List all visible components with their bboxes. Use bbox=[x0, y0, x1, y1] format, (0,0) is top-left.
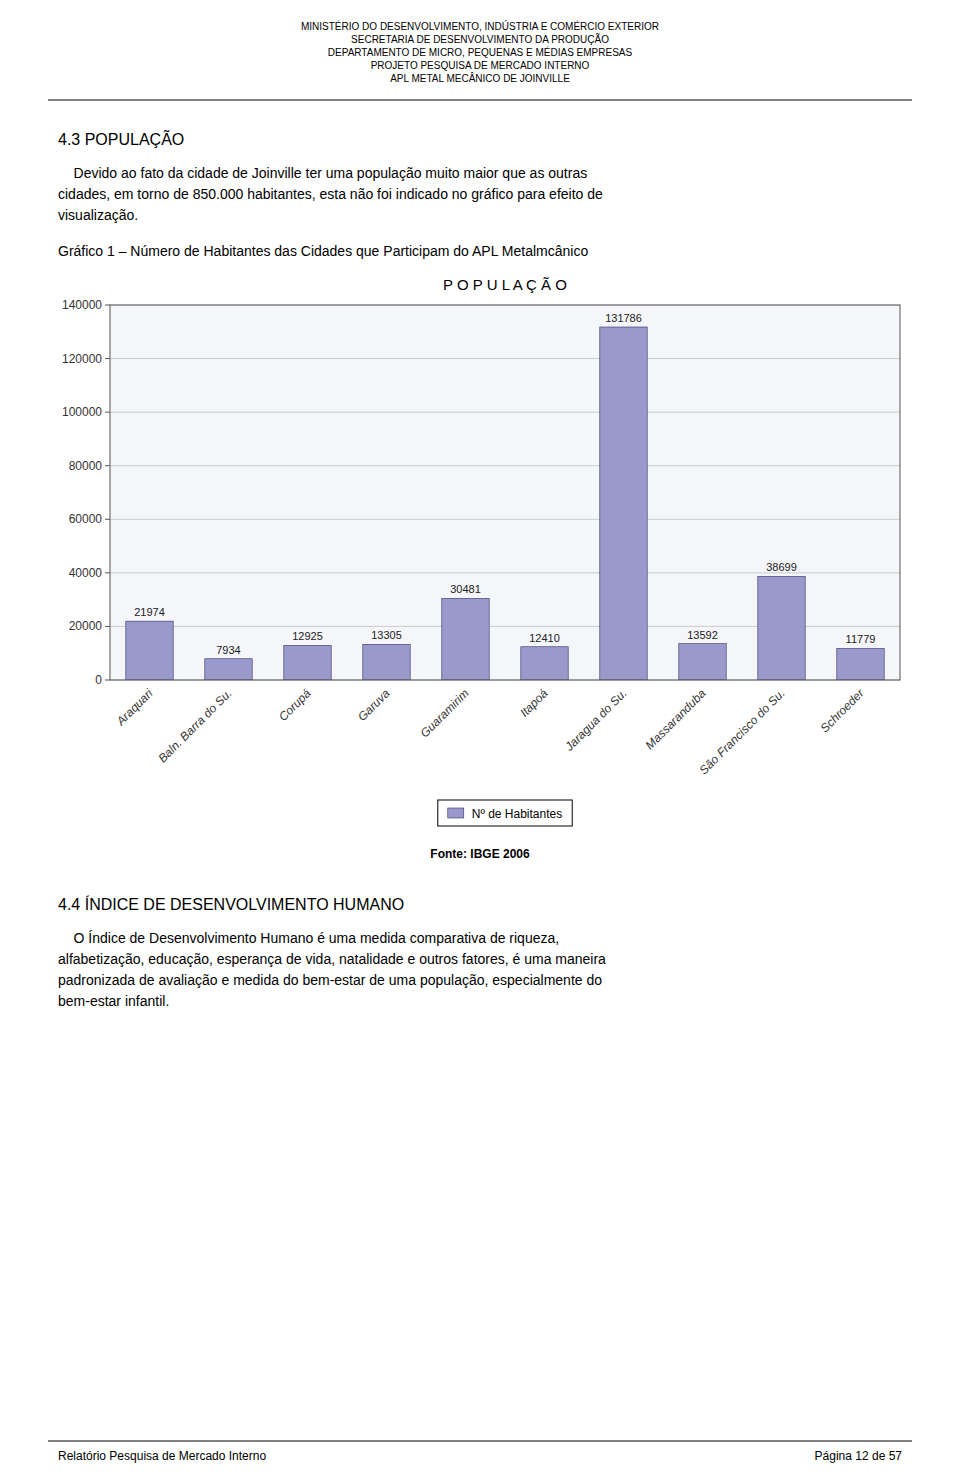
x-tick-label: Guaramirim bbox=[417, 686, 471, 740]
x-tick-label: Massaranduba bbox=[643, 686, 709, 752]
data-label: 21974 bbox=[134, 606, 165, 618]
body-text: padronizada de avaliação e medida do bem… bbox=[58, 972, 602, 988]
x-tick-label: São Francisco do Su. bbox=[697, 686, 788, 777]
grid-line bbox=[110, 465, 900, 466]
bar bbox=[837, 648, 884, 680]
y-tick bbox=[105, 680, 110, 681]
header-line: PROJETO PESQUISA DE MERCADO INTERNO bbox=[371, 60, 590, 71]
x-tick-label: Araquari bbox=[113, 686, 156, 729]
header-line: MINISTÉRIO DO DESENVOLVIMENTO, INDÚSTRIA… bbox=[301, 20, 659, 32]
y-tick bbox=[105, 626, 110, 627]
x-tick-label: Jaragua do Su. bbox=[561, 686, 629, 754]
chart-title: P O P U L A Ç Ã O bbox=[443, 276, 567, 293]
x-tick-label: Garuva bbox=[355, 686, 393, 724]
data-label: 30481 bbox=[450, 583, 481, 595]
bar bbox=[363, 644, 410, 680]
y-tick bbox=[105, 358, 110, 359]
bar bbox=[205, 659, 252, 680]
body-text: alfabetização, educação, esperança de vi… bbox=[58, 951, 606, 967]
x-tick-label: Itapoá bbox=[517, 686, 551, 720]
chart: P O P U L A Ç Ã O 0 20000 40000 60000 80000 10… bbox=[62, 276, 900, 826]
y-tick-label: 60000 bbox=[69, 512, 103, 526]
y-tick-label: 100000 bbox=[62, 405, 102, 419]
y-tick-label: 140000 bbox=[62, 298, 102, 312]
data-label: 13592 bbox=[687, 629, 718, 641]
footer-right: Página 12 de 57 bbox=[815, 1449, 903, 1463]
data-labels: 21974 7934 12925 13305 30481 12410 131786 13592… bbox=[134, 312, 875, 656]
data-label: 38699 bbox=[766, 561, 797, 573]
bars bbox=[126, 327, 884, 680]
body-text: visualização. bbox=[58, 207, 138, 223]
footer-separator bbox=[48, 1441, 912, 1442]
y-tick-label: 20000 bbox=[69, 619, 103, 633]
footer-left: Relatório Pesquisa de Mercado Interno bbox=[58, 1449, 266, 1463]
section-heading: 4.4 ÍNDICE DE DESENVOLVIMENTO HUMANO bbox=[58, 895, 404, 913]
y-tick-label: 40000 bbox=[69, 566, 103, 580]
y-tick-label: 120000 bbox=[62, 352, 102, 366]
bar bbox=[521, 647, 568, 680]
legend-box bbox=[438, 800, 572, 826]
plot-frame bbox=[110, 305, 900, 680]
grid-line bbox=[110, 412, 900, 413]
x-tick-label: Schroeder bbox=[818, 686, 868, 736]
legend-swatch bbox=[448, 808, 464, 818]
legend-label: Nº de Habitantes bbox=[472, 807, 562, 821]
data-label: 131786 bbox=[605, 312, 642, 324]
data-label: 11779 bbox=[846, 633, 876, 645]
plot-background bbox=[110, 305, 900, 680]
body-text: cidades, em torno de 850.000 habitantes,… bbox=[58, 186, 603, 202]
grid-line bbox=[110, 519, 900, 520]
bar bbox=[679, 644, 726, 680]
y-tick bbox=[105, 572, 110, 573]
page-background bbox=[0, 0, 960, 1483]
x-tick-label: Corupá bbox=[276, 686, 314, 724]
body-text: Devido ao fato da cidade de Joinville te… bbox=[58, 165, 587, 181]
data-label: 12925 bbox=[292, 630, 323, 642]
source-note: Fonte: IBGE 2006 bbox=[430, 847, 530, 861]
legend: Nº de Habitantes bbox=[438, 800, 572, 826]
y-tick-label: 0 bbox=[95, 673, 102, 687]
header-separator bbox=[48, 100, 912, 101]
y-tick bbox=[105, 412, 110, 413]
bar bbox=[284, 645, 331, 680]
bar bbox=[442, 598, 489, 680]
grid-line bbox=[110, 358, 900, 359]
header-line: DEPARTAMENTO DE MICRO, PEQUENAS E MÉDIAS… bbox=[328, 46, 633, 58]
section-heading: 4.3 POPULAÇÃO bbox=[58, 129, 184, 148]
y-tick-label: 80000 bbox=[69, 459, 103, 473]
header-line: SECRETARIA DE DESENVOLVIMENTO DA PRODUÇÃ… bbox=[351, 33, 609, 45]
y-tick bbox=[105, 305, 110, 306]
y-tick bbox=[105, 519, 110, 520]
y-tick bbox=[105, 465, 110, 466]
chart-caption: Gráfico 1 – Número de Habitantes das Cid… bbox=[58, 243, 588, 259]
header-line: APL METAL MECÂNICO DE JOINVILLE bbox=[390, 72, 570, 84]
x-tick-label: Baln. Barra do Su. bbox=[155, 686, 234, 765]
data-label: 13305 bbox=[371, 629, 402, 641]
data-label: 12410 bbox=[529, 632, 560, 644]
bar bbox=[126, 621, 173, 680]
body-text: O Índice de Desenvolvimento Humano é uma… bbox=[58, 930, 559, 946]
page: MINISTÉRIO DO DESENVOLVIMENTO, INDÚSTRIA… bbox=[0, 0, 960, 1483]
bar bbox=[758, 576, 805, 680]
body-text: bem-estar infantil. bbox=[58, 993, 169, 1009]
bar bbox=[600, 327, 647, 680]
data-label: 7934 bbox=[216, 644, 240, 656]
